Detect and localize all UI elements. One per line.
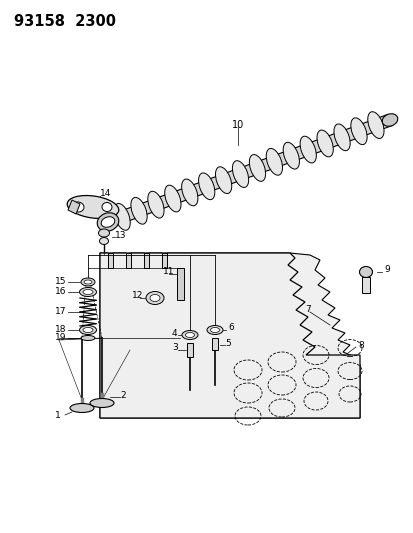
Ellipse shape [232,160,248,188]
Ellipse shape [185,333,194,337]
Ellipse shape [102,203,112,212]
Ellipse shape [215,167,231,193]
Bar [211,338,218,350]
Bar [177,268,183,300]
Ellipse shape [83,327,93,333]
Ellipse shape [97,213,119,231]
Bar [108,253,113,268]
Ellipse shape [249,155,265,181]
Ellipse shape [182,330,197,340]
Ellipse shape [114,204,130,230]
Ellipse shape [72,202,84,212]
Text: 13: 13 [115,230,126,239]
Text: 4: 4 [171,328,177,337]
Ellipse shape [67,196,119,219]
Text: 8: 8 [357,341,363,350]
Text: 18: 18 [55,326,66,335]
Polygon shape [100,253,359,418]
Ellipse shape [210,327,219,333]
Text: 14: 14 [100,190,111,198]
Bar [161,253,166,268]
Ellipse shape [333,124,349,151]
Ellipse shape [164,185,180,212]
Polygon shape [68,200,80,214]
Text: 17: 17 [55,308,66,317]
Ellipse shape [131,197,147,224]
Polygon shape [106,115,391,228]
Text: 15: 15 [55,278,66,287]
Bar [144,253,149,268]
Ellipse shape [206,326,223,335]
Ellipse shape [81,278,95,286]
Ellipse shape [79,326,96,335]
Text: 9: 9 [383,265,389,274]
Ellipse shape [147,191,164,218]
Text: 2: 2 [120,391,125,400]
Ellipse shape [81,335,95,341]
Ellipse shape [282,142,299,169]
Ellipse shape [350,118,366,144]
Ellipse shape [181,179,197,206]
Ellipse shape [367,112,383,139]
Ellipse shape [150,295,159,302]
Text: 19: 19 [55,334,66,343]
Text: 16: 16 [55,287,66,296]
Ellipse shape [79,287,96,296]
Text: 7: 7 [304,305,310,314]
Ellipse shape [358,266,372,278]
Ellipse shape [316,130,332,157]
Ellipse shape [99,238,108,245]
Ellipse shape [83,289,93,295]
Text: 1: 1 [55,410,61,419]
Ellipse shape [146,292,164,304]
Text: 3: 3 [171,343,177,352]
Text: 6: 6 [228,324,233,333]
Polygon shape [100,253,359,418]
Text: 5: 5 [224,338,230,348]
Text: 10: 10 [231,120,244,130]
Bar [361,277,369,293]
Ellipse shape [101,217,114,227]
Text: 12: 12 [132,292,143,301]
Ellipse shape [198,173,214,200]
Ellipse shape [70,403,94,413]
Ellipse shape [266,149,282,175]
Ellipse shape [381,114,397,126]
Text: 93158  2300: 93158 2300 [14,14,116,29]
Ellipse shape [299,136,316,163]
Bar [126,253,131,268]
Ellipse shape [84,280,92,284]
Ellipse shape [98,229,109,237]
Bar [187,343,192,357]
Text: 11: 11 [163,268,174,277]
Ellipse shape [90,399,114,408]
